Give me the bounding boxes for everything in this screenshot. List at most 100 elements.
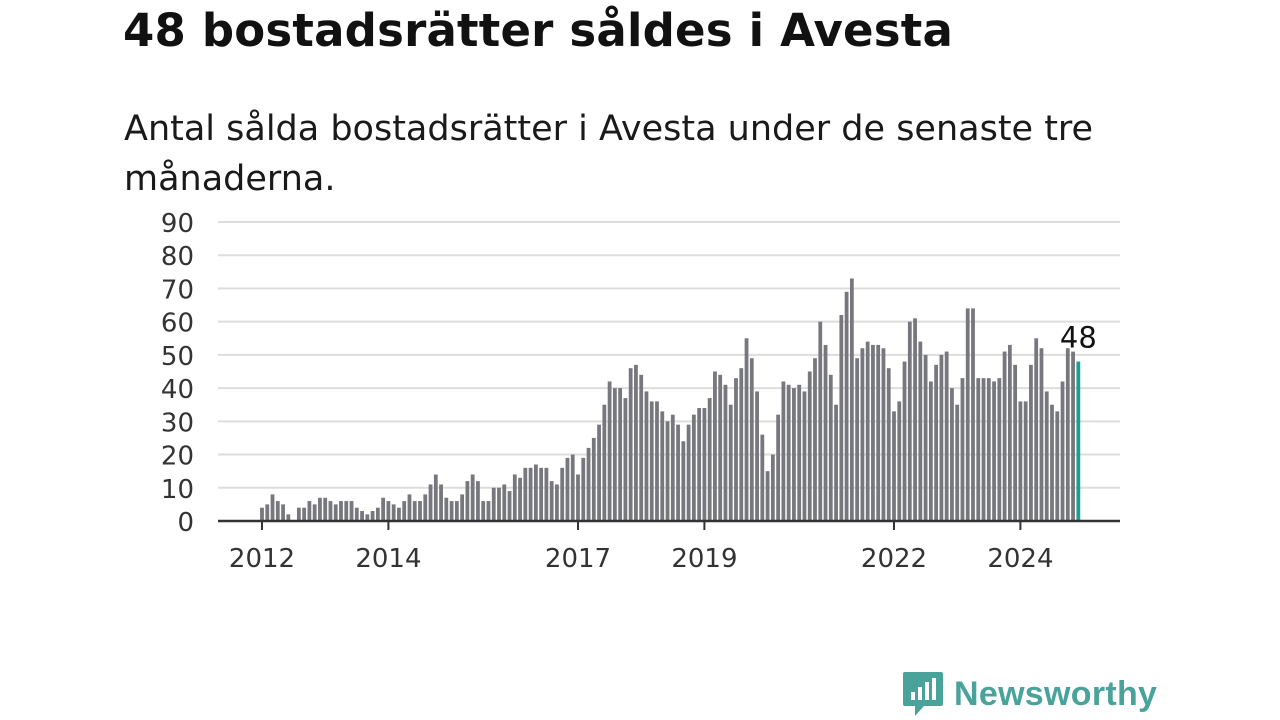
bar [860,348,865,521]
bar [333,504,338,521]
bar [302,507,307,521]
newsworthy-logo: Newsworthy [902,670,1157,718]
bar [591,437,596,521]
bar [281,504,285,521]
bar [844,291,849,521]
bar [449,501,454,521]
y-tick-label: 80 [161,242,194,272]
bar [670,414,675,521]
bar [544,467,549,521]
bar [1018,401,1023,521]
bar [560,467,565,521]
bar [381,497,386,521]
bar [881,348,886,521]
y-tick-label: 60 [161,309,194,339]
bar [481,501,486,521]
bar [723,384,728,521]
bar [865,341,870,521]
bar [628,368,633,521]
bar [755,391,759,521]
bar [939,354,944,521]
bar [270,494,275,521]
bar [934,364,939,521]
bar [312,504,317,521]
bar [686,424,691,521]
bar [576,474,580,521]
bar [507,491,512,521]
bar [776,414,781,521]
bar [402,501,407,521]
bar [486,501,491,521]
chart-title: 48 bostadsrätter såldes i Avesta [123,4,954,57]
bar [476,481,480,521]
bar [802,391,807,521]
bar [444,497,449,521]
chart-subtitle: Antal sålda bostadsrätter i Avesta under… [124,109,1094,199]
bar [612,388,617,521]
x-tick-label: 2012 [229,544,295,574]
bar [792,388,796,521]
bar [502,484,507,521]
bar [950,388,954,521]
bar [523,467,528,521]
bar [1034,338,1039,521]
bar [697,408,702,521]
bar [370,511,375,521]
bar [623,398,628,521]
bar [855,358,860,521]
bar [586,447,591,521]
bar [839,315,844,521]
bar [1044,391,1049,521]
bar [1055,411,1060,521]
bar [986,378,991,521]
bar [976,378,981,521]
brand-name: Newsworthy [954,674,1158,713]
y-tick-label: 70 [161,275,194,305]
bar [992,381,996,521]
bar [760,434,765,521]
bar [318,497,322,521]
bar [275,501,280,521]
bar [892,411,896,521]
bar [897,401,902,521]
x-tick-label: 2014 [355,544,421,574]
bar [454,501,459,521]
y-tick-label: 90 [161,209,194,239]
y-tick-label: 30 [161,408,194,438]
bar [296,507,301,521]
bar [423,494,428,521]
bar [728,404,733,521]
bar [655,401,659,521]
bar [286,514,291,521]
bar [886,368,891,521]
bar [307,501,312,521]
bar [265,504,270,521]
bar [533,464,538,521]
bar [470,474,475,521]
bar [997,378,1002,521]
bar [834,404,838,521]
gridlines [218,221,1120,489]
bar [681,441,686,521]
bar [807,371,812,521]
bar [749,358,754,521]
bar [818,321,823,521]
bar [923,354,928,521]
bar [944,351,949,521]
bar [339,501,343,521]
bar [781,381,786,521]
bar [528,467,533,521]
bar [602,404,607,521]
bar [1007,344,1012,521]
bar [1029,364,1033,521]
bar [407,494,412,521]
x-axis-ticks: 2012 2014 2017 2019 2022 2024 [229,521,1053,574]
bar [439,484,443,521]
bar [1013,364,1018,521]
bar [960,378,965,521]
bar [460,494,465,521]
bar [555,484,559,521]
bar [649,401,654,521]
bar [260,507,264,521]
bar [581,457,586,521]
